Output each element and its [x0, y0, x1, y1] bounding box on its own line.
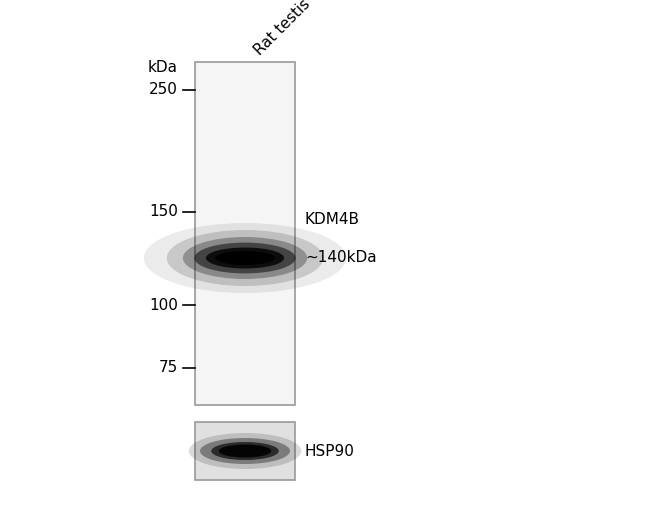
- Text: kDa: kDa: [148, 60, 178, 75]
- Text: HSP90: HSP90: [305, 444, 355, 459]
- Text: KDM4B: KDM4B: [305, 213, 360, 228]
- Ellipse shape: [167, 230, 323, 286]
- Bar: [195, 422, 295, 480]
- Ellipse shape: [215, 251, 275, 265]
- Bar: [195, 62, 295, 405]
- Ellipse shape: [188, 433, 301, 469]
- Ellipse shape: [194, 243, 296, 274]
- Ellipse shape: [219, 445, 271, 458]
- Text: 100: 100: [149, 297, 178, 313]
- Text: 75: 75: [159, 360, 178, 375]
- Ellipse shape: [206, 248, 284, 268]
- Text: 150: 150: [149, 204, 178, 219]
- Ellipse shape: [144, 223, 346, 293]
- Ellipse shape: [183, 237, 307, 279]
- Text: Rat testis: Rat testis: [252, 0, 313, 58]
- Text: 250: 250: [149, 83, 178, 98]
- Ellipse shape: [200, 438, 290, 464]
- Text: ~140kDa: ~140kDa: [305, 251, 376, 266]
- Ellipse shape: [211, 442, 279, 460]
